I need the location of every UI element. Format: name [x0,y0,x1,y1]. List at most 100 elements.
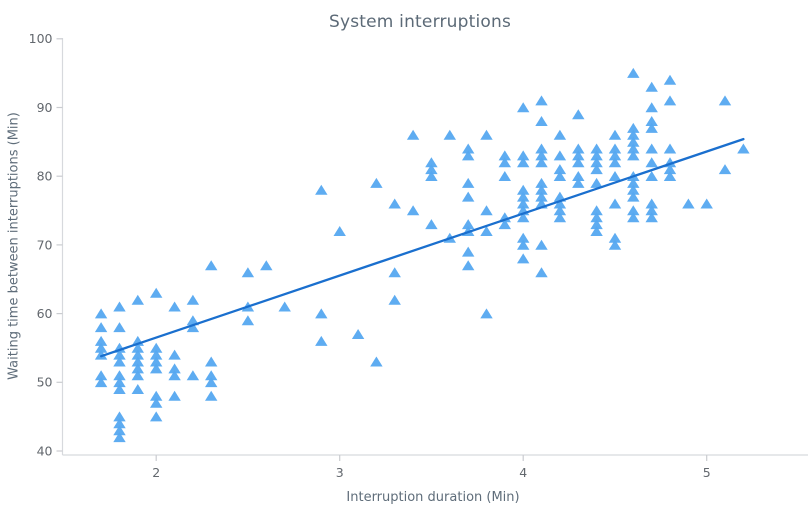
data-point-marker[interactable] [443,129,456,140]
data-point-marker[interactable] [682,198,695,209]
data-point-marker[interactable] [480,205,493,216]
data-point-marker[interactable] [186,294,200,305]
data-point-marker[interactable] [663,171,677,181]
data-point-marker[interactable] [131,384,144,394]
data-point-marker[interactable] [627,67,640,78]
data-point-marker[interactable] [535,150,548,161]
data-point-marker[interactable] [590,157,603,168]
data-point-marker[interactable] [388,294,401,305]
data-point-marker[interactable] [113,377,126,388]
data-point-marker[interactable] [425,219,438,230]
data-point-marker[interactable] [627,136,640,147]
data-point-marker[interactable] [315,308,328,319]
data-point-marker[interactable] [315,335,328,346]
data-point-marker[interactable] [535,191,548,202]
data-point-marker[interactable] [186,370,200,381]
data-point-marker[interactable] [590,205,603,216]
data-point-marker[interactable] [627,150,640,161]
data-point-marker[interactable] [462,177,475,188]
data-point-marker[interactable] [645,205,658,216]
data-point-marker[interactable] [553,164,567,175]
data-point-marker[interactable] [333,226,346,236]
data-point-marker[interactable] [627,212,640,223]
data-point-marker[interactable] [498,171,511,181]
data-point-marker[interactable] [186,322,200,333]
data-point-marker[interactable] [572,177,585,188]
data-point-marker[interactable] [205,260,218,271]
data-point-marker[interactable] [572,143,585,154]
data-point-marker[interactable] [205,377,218,388]
data-point-marker[interactable] [462,143,475,154]
data-point-marker[interactable] [131,342,144,353]
data-point-marker[interactable] [131,370,144,381]
data-point-marker[interactable] [663,143,677,154]
data-point-marker[interactable] [663,95,677,106]
data-point-marker[interactable] [480,308,493,319]
data-point-marker[interactable] [590,177,603,188]
data-point-marker[interactable] [553,205,567,216]
data-point-marker[interactable] [553,129,567,140]
data-point-marker[interactable] [168,301,181,312]
data-point-marker[interactable] [535,177,548,188]
data-point-marker[interactable] [517,157,530,168]
data-point-marker[interactable] [572,157,585,168]
data-point-marker[interactable] [645,171,658,181]
data-point-marker[interactable] [113,322,126,333]
data-point-marker[interactable] [150,356,163,367]
data-point-marker[interactable] [94,342,108,353]
data-point-marker[interactable] [113,432,126,443]
data-point-marker[interactable] [590,143,603,154]
data-point-marker[interactable] [480,226,493,236]
data-point-marker[interactable] [94,370,108,381]
data-point-marker[interactable] [517,232,530,243]
data-point-marker[interactable] [94,308,108,319]
data-point-marker[interactable] [700,198,713,209]
data-point-marker[interactable] [241,315,255,326]
data-point-marker[interactable] [608,150,622,161]
data-point-marker[interactable] [94,377,108,388]
data-point-marker[interactable] [590,150,603,161]
data-point-marker[interactable] [150,342,163,353]
data-point-marker[interactable] [718,164,732,175]
data-point-marker[interactable] [627,177,640,188]
data-point-marker[interactable] [150,287,163,298]
data-point-marker[interactable] [425,157,438,168]
data-point-marker[interactable] [663,164,677,175]
data-point-marker[interactable] [94,322,108,333]
data-point-marker[interactable] [425,164,438,175]
data-point-marker[interactable] [608,143,622,154]
data-point-marker[interactable] [462,246,475,257]
data-point-marker[interactable] [388,267,401,278]
data-point-marker[interactable] [627,191,640,202]
data-point-marker[interactable] [168,390,181,401]
data-point-marker[interactable] [645,212,658,223]
data-point-marker[interactable] [205,370,218,381]
data-point-marker[interactable] [608,232,622,243]
data-point-marker[interactable] [645,81,658,92]
data-point-marker[interactable] [627,205,640,216]
data-point-marker[interactable] [131,356,144,367]
data-point-marker[interactable] [462,191,475,202]
data-point-marker[interactable] [498,157,511,168]
data-point-marker[interactable] [278,301,291,312]
data-point-marker[interactable] [535,239,548,250]
data-point-marker[interactable] [517,184,530,195]
data-point-marker[interactable] [113,349,126,360]
data-point-marker[interactable] [205,390,218,401]
data-point-marker[interactable] [150,349,163,360]
data-point-marker[interactable] [94,349,108,360]
data-point-marker[interactable] [517,239,530,250]
data-point-marker[interactable] [113,301,126,312]
data-point-marker[interactable] [663,74,677,85]
data-point-marker[interactable] [388,198,401,209]
data-point-marker[interactable] [498,150,511,161]
data-point-marker[interactable] [315,184,328,195]
data-point-marker[interactable] [168,370,181,381]
data-point-marker[interactable] [517,191,530,202]
data-point-marker[interactable] [131,294,144,305]
data-point-marker[interactable] [645,122,658,133]
data-point-marker[interactable] [553,212,567,223]
data-point-marker[interactable] [645,102,658,113]
data-point-marker[interactable] [517,102,530,113]
data-point-marker[interactable] [627,143,640,154]
